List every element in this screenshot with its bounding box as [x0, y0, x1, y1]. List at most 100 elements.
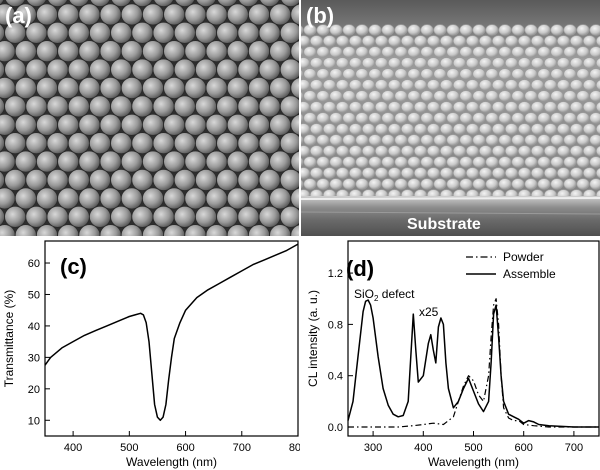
sphere	[258, 205, 281, 228]
sphere	[163, 187, 186, 210]
sphere	[110, 132, 133, 155]
sphere-cross-section	[414, 101, 428, 113]
sphere-cross-section	[556, 101, 570, 113]
sphere-cross-section	[466, 35, 480, 47]
sphere-cross-section	[335, 101, 349, 113]
sphere-cross-section	[407, 156, 421, 168]
sphere-cross-section	[479, 167, 493, 179]
sphere-cross-section	[375, 57, 389, 69]
sphere-cross-section	[518, 79, 532, 91]
sphere	[110, 205, 133, 228]
sphere-cross-section	[375, 101, 389, 113]
sphere-cross-section	[375, 123, 389, 135]
sphere	[269, 187, 292, 210]
sphere-cross-section	[479, 145, 493, 157]
sphere-cross-section	[544, 57, 558, 69]
sphere	[152, 21, 175, 44]
sphere-cross-section	[368, 46, 382, 58]
sphere-cross-section	[589, 112, 600, 124]
y-tick-label: 0.0	[328, 422, 343, 434]
sphere	[216, 21, 239, 44]
sphere-cross-section	[420, 134, 434, 146]
sphere-cross-section	[381, 112, 395, 124]
sphere	[216, 205, 239, 228]
panel-b-sem-cross-section: (b) Substrate	[301, 0, 600, 236]
sphere	[46, 21, 69, 44]
sphere	[174, 0, 196, 7]
sphere-cross-section	[479, 57, 493, 69]
sphere-cross-section	[316, 68, 330, 80]
sphere-cross-section	[394, 178, 408, 190]
sphere-cross-section	[596, 123, 600, 135]
sphere-cross-section	[301, 157, 304, 167]
sphere-cross-section	[582, 79, 596, 91]
sphere-cross-section	[550, 90, 564, 102]
sphere-cross-section	[453, 79, 467, 91]
sphere-cross-section	[446, 68, 460, 80]
sphere-cross-section	[589, 46, 600, 58]
sphere	[131, 95, 154, 118]
sphere-cross-section	[342, 46, 356, 58]
sphere-cross-section	[582, 123, 596, 135]
sphere-cross-section	[316, 46, 330, 58]
y-tick-label: 20	[28, 384, 40, 396]
sphere-cross-section	[301, 57, 310, 69]
sphere-cross-section	[342, 68, 356, 80]
sphere-cross-section	[498, 68, 512, 80]
sphere-cross-section	[388, 101, 402, 113]
sphere-cross-section	[342, 134, 356, 146]
sphere-cross-section	[433, 46, 447, 58]
sphere-cross-section	[524, 156, 538, 168]
sphere-cross-section	[479, 123, 493, 135]
sphere-cross-section	[524, 46, 538, 58]
sphere	[247, 187, 270, 210]
sphere	[46, 58, 69, 81]
sphere	[194, 168, 217, 191]
sphere-cross-section	[310, 145, 323, 157]
x-tick-label: 700	[565, 442, 583, 454]
sphere-cross-section	[459, 112, 473, 124]
sphere-cross-section	[301, 69, 304, 79]
sphere-cross-section	[361, 79, 375, 91]
sphere-cross-section	[556, 57, 570, 69]
sphere	[4, 95, 27, 118]
sphere	[237, 21, 260, 44]
sphere	[46, 205, 69, 228]
sphere-cross-section	[420, 24, 434, 36]
sphere	[14, 77, 37, 100]
sphere-cross-section	[329, 134, 343, 146]
sphere	[57, 77, 80, 100]
sphere	[195, 0, 217, 7]
sphere	[120, 40, 143, 63]
sphere-cross-section	[348, 167, 362, 179]
sphere-cross-section	[485, 178, 499, 190]
sphere	[89, 168, 112, 191]
sphere	[46, 168, 69, 191]
sphere-cross-section	[342, 112, 356, 124]
sphere-cross-section	[427, 123, 441, 135]
sphere-cross-section	[524, 90, 538, 102]
sphere-cross-section	[511, 24, 525, 36]
sphere-cross-section	[335, 167, 349, 179]
sem-cross-section-image	[301, 0, 600, 236]
sphere-cross-section	[459, 24, 473, 36]
sphere-cross-section	[446, 156, 460, 168]
sphere-cross-section	[401, 35, 415, 47]
x-axis-label: Wavelength (nm)	[428, 455, 519, 469]
sphere-cross-section	[466, 145, 480, 157]
sphere-cross-section	[537, 90, 551, 102]
x-tick-label: 600	[515, 442, 533, 454]
sphere-cross-section	[335, 145, 349, 157]
sphere-cross-section	[556, 167, 570, 179]
sphere	[269, 150, 292, 173]
sphere-cross-section	[433, 112, 447, 124]
sphere-cross-section	[433, 68, 447, 80]
sphere-cross-section	[550, 134, 564, 146]
sphere	[205, 77, 228, 100]
sphere	[216, 95, 239, 118]
sphere-cross-section	[420, 46, 434, 58]
sphere-cross-section	[492, 101, 506, 113]
sphere	[163, 150, 186, 173]
sphere	[99, 150, 122, 173]
sphere-cross-section	[596, 79, 600, 91]
